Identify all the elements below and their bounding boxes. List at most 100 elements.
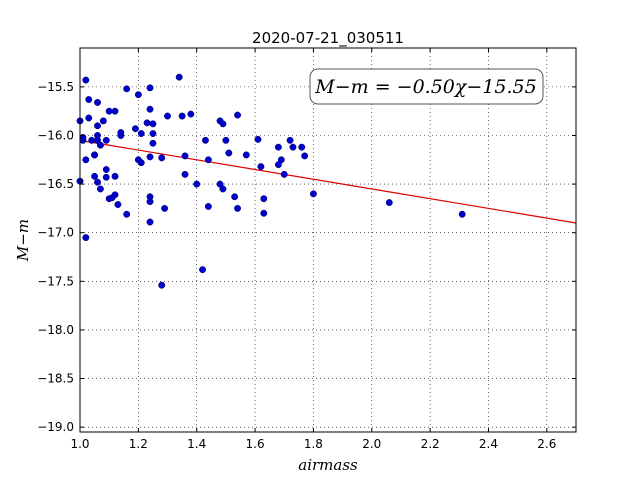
data-point — [99, 117, 107, 125]
x-tick-label: 2.0 — [362, 437, 381, 451]
data-point — [94, 122, 101, 130]
data-point — [204, 156, 212, 164]
data-point — [187, 110, 195, 118]
data-point — [257, 163, 265, 171]
x-tick-label: 2.6 — [537, 437, 556, 451]
data-point — [102, 136, 110, 144]
grid — [79, 48, 576, 432]
data-point — [85, 114, 93, 122]
data-point — [254, 135, 262, 143]
y-axis-label: M−m — [14, 219, 32, 262]
data-point — [458, 210, 466, 218]
data-point — [385, 199, 393, 207]
data-point — [193, 180, 201, 188]
data-point — [117, 129, 125, 137]
data-point — [158, 281, 166, 289]
y-tick-label: −18.5 — [37, 372, 74, 386]
data-point — [301, 152, 309, 160]
data-point — [181, 170, 189, 178]
data-point — [260, 209, 268, 217]
axis-ticks: 1.0 1.2 1.4 1.6 1.8 2.0 2.2 2.4 2.6 −15.5 −16.0 −16… — [37, 48, 576, 451]
data-point — [111, 191, 119, 199]
data-point — [102, 166, 110, 173]
data-point — [149, 139, 157, 147]
data-point — [105, 107, 113, 115]
data-point — [146, 153, 154, 161]
data-point — [143, 119, 151, 127]
data-point — [158, 154, 166, 162]
y-tick-label: −17.0 — [37, 226, 74, 240]
data-point — [94, 178, 101, 186]
data-point — [181, 152, 189, 160]
data-point — [123, 85, 131, 93]
data-point — [96, 141, 104, 149]
y-tick-label: −16.0 — [37, 128, 74, 142]
data-point — [234, 111, 242, 119]
data-point — [146, 193, 154, 201]
fit-line-group — [79, 139, 577, 224]
data-point — [280, 170, 288, 178]
y-tick-label: −19.0 — [37, 420, 74, 434]
data-point — [146, 84, 154, 92]
data-point — [149, 130, 157, 137]
x-tick-label: 1.6 — [246, 437, 265, 451]
x-tick-label: 1.0 — [70, 437, 89, 451]
data-point — [146, 218, 154, 226]
equation-box-frame — [309, 68, 544, 105]
chart-title: 2020-07-21_030511 — [252, 29, 404, 48]
data-point — [231, 193, 239, 201]
data-point — [309, 190, 317, 198]
plot-frame — [79, 47, 577, 433]
data-point — [222, 136, 230, 144]
x-tick-label: 1.2 — [129, 437, 148, 451]
fit-equation: M−m = −0.50χ−15.55 — [314, 76, 536, 98]
x-tick-label: 2.2 — [421, 437, 440, 451]
data-point — [96, 185, 104, 193]
y-tick-label: −17.5 — [37, 274, 74, 288]
x-tick-label: 1.4 — [187, 437, 206, 451]
data-points — [76, 73, 466, 289]
data-point — [111, 172, 119, 180]
data-point — [123, 210, 131, 218]
data-point — [137, 130, 145, 137]
x-tick-label: 1.8 — [304, 437, 323, 451]
data-point — [85, 96, 93, 103]
data-point — [82, 234, 90, 242]
data-point — [111, 107, 119, 115]
data-point — [274, 143, 282, 151]
data-point — [234, 204, 242, 212]
data-point — [289, 143, 297, 151]
data-point — [286, 136, 294, 144]
data-point — [88, 136, 96, 144]
data-point — [146, 105, 154, 113]
data-point — [137, 159, 145, 167]
fit-line — [79, 139, 577, 224]
data-point — [199, 266, 206, 274]
data-point — [260, 195, 268, 203]
equation-box: M−m = −0.50χ−15.55 — [309, 68, 544, 105]
data-point — [298, 143, 306, 151]
x-axis-label: airmass — [298, 456, 358, 474]
data-point — [242, 151, 250, 159]
data-point — [149, 120, 157, 128]
data-point — [164, 112, 171, 120]
data-point — [134, 91, 142, 99]
data-point — [202, 136, 209, 144]
data-point — [277, 156, 285, 164]
data-point — [219, 185, 227, 193]
y-tick-label: −16.5 — [37, 177, 74, 191]
y-tick-label: −18.0 — [37, 323, 74, 337]
data-point — [82, 156, 90, 164]
data-point — [225, 149, 233, 157]
data-point — [204, 203, 212, 210]
data-point — [94, 98, 101, 106]
data-point — [175, 73, 183, 81]
data-point — [131, 125, 139, 133]
y-tick-label: −15.5 — [37, 80, 74, 94]
data-point — [91, 172, 99, 180]
data-point — [161, 204, 169, 212]
data-point — [114, 201, 122, 208]
data-point — [178, 112, 186, 120]
data-point — [91, 151, 99, 159]
